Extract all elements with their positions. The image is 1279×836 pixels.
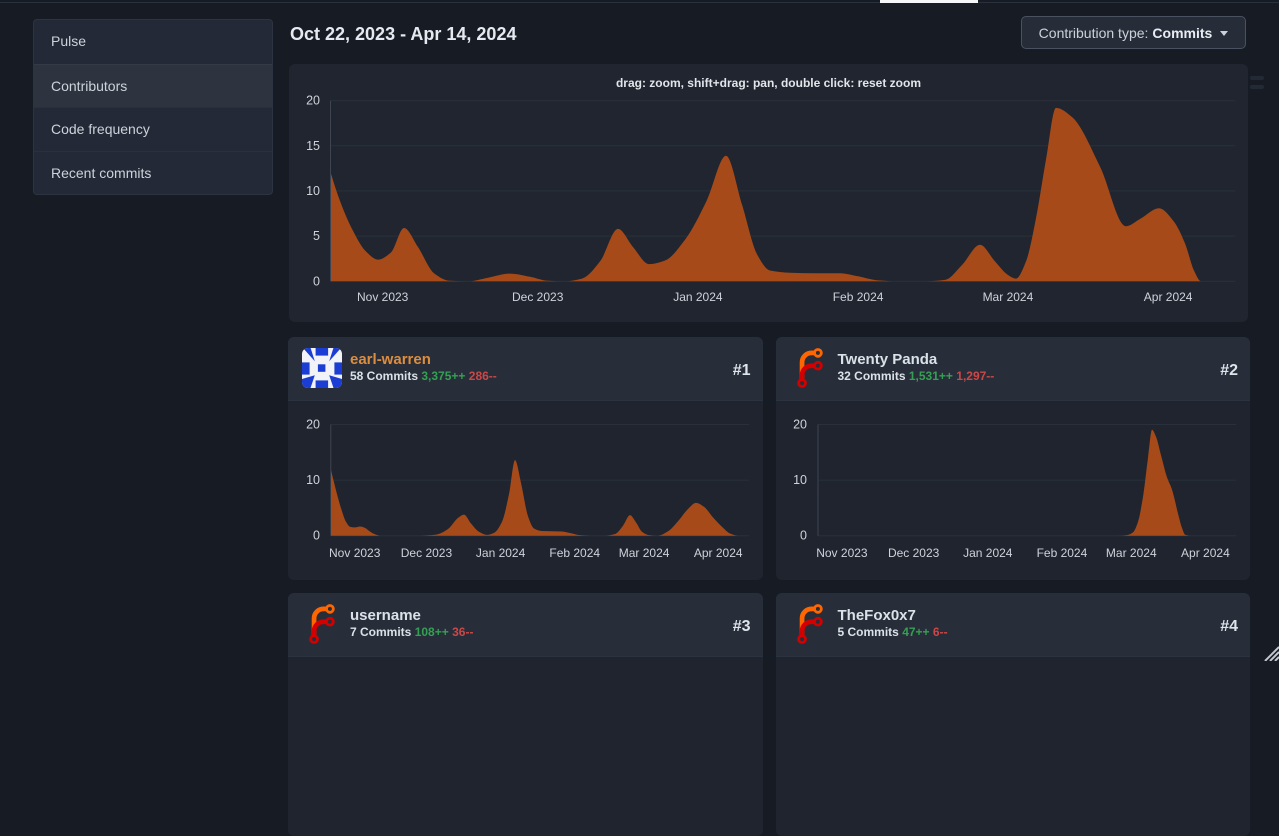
svg-text:15: 15 xyxy=(306,139,320,153)
svg-text:Apr 2024: Apr 2024 xyxy=(1144,290,1193,304)
svg-text:Jan 2024: Jan 2024 xyxy=(476,546,526,560)
svg-text:Feb 2024: Feb 2024 xyxy=(833,290,884,304)
svg-text:20: 20 xyxy=(306,94,320,108)
svg-text:Jan 2024: Jan 2024 xyxy=(673,290,723,304)
svg-text:Mar 2024: Mar 2024 xyxy=(1106,546,1157,560)
svg-text:Dec 2023: Dec 2023 xyxy=(401,546,453,560)
svg-text:Feb 2024: Feb 2024 xyxy=(549,546,600,560)
svg-text:20: 20 xyxy=(306,418,320,432)
svg-text:5: 5 xyxy=(313,229,320,243)
svg-text:20: 20 xyxy=(793,418,807,432)
svg-text:Mar 2024: Mar 2024 xyxy=(619,546,670,560)
svg-text:Nov 2023: Nov 2023 xyxy=(329,546,381,560)
svg-text:0: 0 xyxy=(313,274,320,288)
svg-text:Jan 2024: Jan 2024 xyxy=(963,546,1013,560)
svg-text:10: 10 xyxy=(793,473,807,487)
svg-text:0: 0 xyxy=(800,529,807,543)
svg-text:Nov 2023: Nov 2023 xyxy=(357,290,409,304)
svg-text:Feb 2024: Feb 2024 xyxy=(1037,546,1088,560)
svg-text:0: 0 xyxy=(313,529,320,543)
svg-text:10: 10 xyxy=(306,473,320,487)
svg-text:Mar 2024: Mar 2024 xyxy=(983,290,1034,304)
svg-text:Apr 2024: Apr 2024 xyxy=(694,546,743,560)
svg-text:Nov 2023: Nov 2023 xyxy=(816,546,868,560)
svg-text:Dec 2023: Dec 2023 xyxy=(888,546,940,560)
svg-text:Apr 2024: Apr 2024 xyxy=(1181,546,1230,560)
svg-text:10: 10 xyxy=(306,184,320,198)
svg-text:Dec 2023: Dec 2023 xyxy=(512,290,564,304)
